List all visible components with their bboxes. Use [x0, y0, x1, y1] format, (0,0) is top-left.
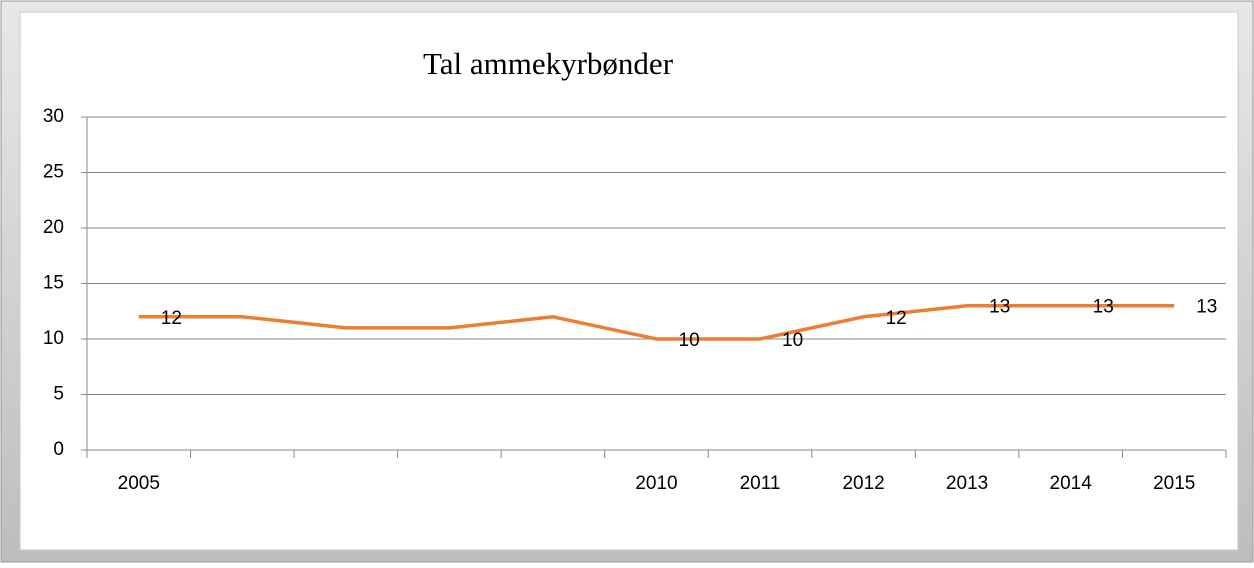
x-tick-label: 2005 [118, 473, 160, 494]
data-label: 13 [989, 297, 1010, 318]
y-tick-label: 30 [43, 106, 64, 127]
data-label: 12 [161, 308, 182, 329]
x-tick-label: 2011 [740, 473, 781, 494]
x-tick-label: 2013 [946, 473, 988, 494]
line [138, 303, 1175, 341]
chart-title: Tal ammekyrbønder [423, 46, 674, 81]
y-tick-label: 10 [43, 328, 64, 349]
y-tick-label: 25 [43, 162, 64, 183]
y-tick-label: 0 [53, 439, 64, 460]
data-label: 13 [1093, 297, 1114, 318]
y-tick-label: 20 [43, 217, 64, 238]
y-tick-label: 5 [53, 384, 64, 405]
x-tick-label: 2014 [1050, 473, 1093, 494]
x-tick-label: 2010 [635, 473, 677, 494]
y-tick-label: 15 [43, 273, 64, 294]
data-label: 13 [1196, 297, 1217, 318]
data-label: 12 [886, 308, 907, 329]
data-label: 10 [679, 330, 700, 351]
x-tick-label: 2012 [842, 473, 884, 494]
chart-area [19, 11, 1239, 551]
x-tick-label: 2015 [1153, 473, 1195, 494]
data-label: 10 [782, 330, 803, 351]
